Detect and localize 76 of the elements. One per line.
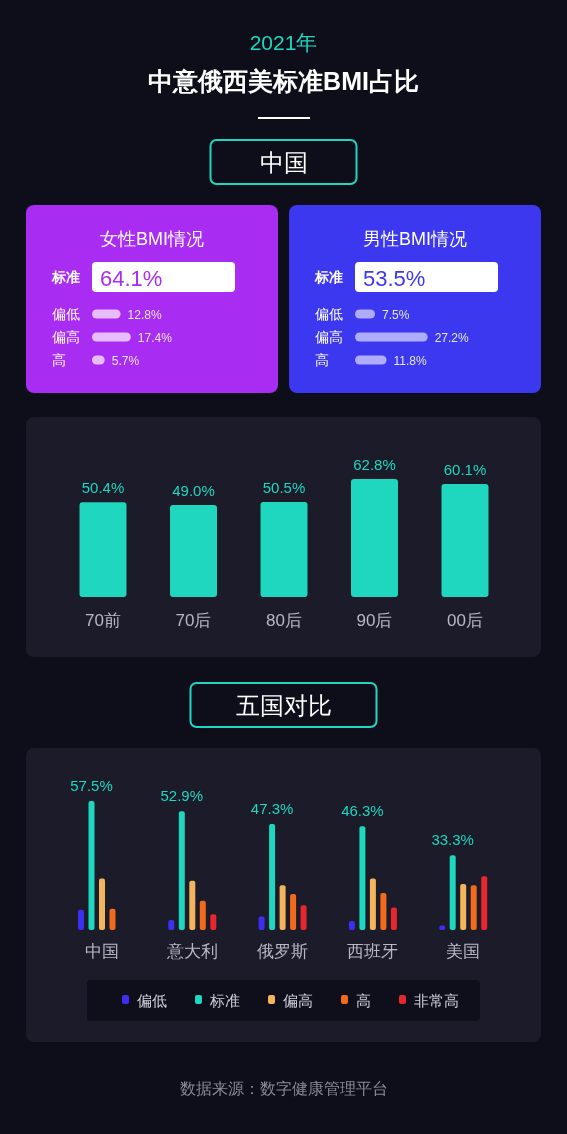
- data-label: 50.5%: [262, 479, 306, 497]
- bar: [279, 885, 286, 930]
- text: 中国: [259, 149, 308, 176]
- legend-label: 偏低: [137, 992, 167, 1009]
- x-tick-label: 中国: [85, 942, 119, 961]
- x-tick-label: 西班牙: [347, 942, 399, 961]
- y-tick-label: 标准: [314, 269, 343, 285]
- data-label: 7.5%: [382, 307, 410, 322]
- bar: [269, 823, 276, 930]
- x-tick-label: 俄罗斯: [257, 942, 309, 961]
- bar: [449, 855, 456, 930]
- data-label: 33.3%: [431, 831, 474, 849]
- x-tick-label: 00后: [447, 611, 483, 630]
- source-note: 数据来源：数字健康管理平台: [179, 1080, 388, 1097]
- data-label: 62.8%: [353, 456, 396, 473]
- data-label: 49.0%: [172, 481, 215, 499]
- data-label: 53.5%: [363, 266, 426, 291]
- legend-label: 标准: [209, 992, 240, 1009]
- chart-title: 女性BMI情况: [99, 229, 205, 249]
- data-label: 47.3%: [250, 799, 294, 817]
- text: 2021年: [249, 31, 318, 54]
- x-tick-label: 美国: [446, 942, 481, 961]
- bar: [79, 502, 127, 597]
- data-label: 46.3%: [341, 802, 384, 820]
- data-label: 27.2%: [434, 330, 470, 345]
- y-tick-label: 高: [315, 352, 329, 368]
- data-label: 64.1%: [100, 266, 163, 291]
- bar: [78, 909, 84, 930]
- data-label: 17.4%: [137, 330, 173, 345]
- x-tick-label: 意大利: [165, 942, 218, 961]
- text: 中意俄西美标准BMI占比: [148, 67, 419, 95]
- legend-label: 偏高: [283, 992, 313, 1009]
- bar: [168, 919, 175, 930]
- bar: [178, 811, 185, 930]
- bar: [290, 894, 297, 930]
- bar: [390, 907, 397, 930]
- bar: [359, 826, 366, 930]
- chart-title: 五国对比: [235, 692, 332, 719]
- data-label: 5.7%: [111, 353, 140, 368]
- y-tick-label: 标准: [51, 269, 80, 285]
- bar: [481, 876, 488, 930]
- legend-label: 非常高: [414, 992, 459, 1009]
- chart-title: 男性BMI情况: [362, 229, 468, 249]
- data-label: 60.1%: [443, 461, 487, 479]
- data-label: 50.4%: [81, 479, 125, 497]
- bar: [441, 484, 489, 597]
- bar: [88, 801, 95, 930]
- legend-label: 高: [356, 992, 371, 1009]
- bar: [470, 885, 477, 930]
- x-tick-label: 70前: [85, 611, 121, 630]
- bar: [300, 905, 307, 930]
- y-tick-label: 偏低: [52, 306, 80, 322]
- y-tick-label: 偏高: [315, 329, 343, 345]
- data-label: 11.8%: [393, 353, 428, 368]
- data-label: 12.8%: [127, 307, 162, 322]
- bar: [99, 878, 105, 930]
- bar: [369, 878, 376, 930]
- bar: [260, 502, 308, 597]
- bar: [199, 900, 206, 930]
- x-tick-label: 80后: [266, 611, 302, 630]
- bar: [348, 921, 355, 930]
- bar: [351, 479, 398, 597]
- y-tick-label: 偏低: [315, 306, 343, 322]
- bar: [210, 914, 217, 930]
- bar: [170, 504, 217, 597]
- bar: [460, 884, 467, 930]
- y-tick-label: 高: [52, 352, 66, 368]
- data-label: 57.5%: [70, 777, 113, 794]
- bar: [189, 880, 196, 930]
- bar: [380, 892, 387, 930]
- y-tick-label: 偏高: [52, 329, 80, 345]
- bar: [258, 916, 265, 930]
- bar: [109, 908, 116, 930]
- x-tick-label: 70后: [175, 611, 212, 630]
- x-tick-label: 90后: [356, 611, 393, 630]
- data-label: 52.9%: [160, 787, 204, 805]
